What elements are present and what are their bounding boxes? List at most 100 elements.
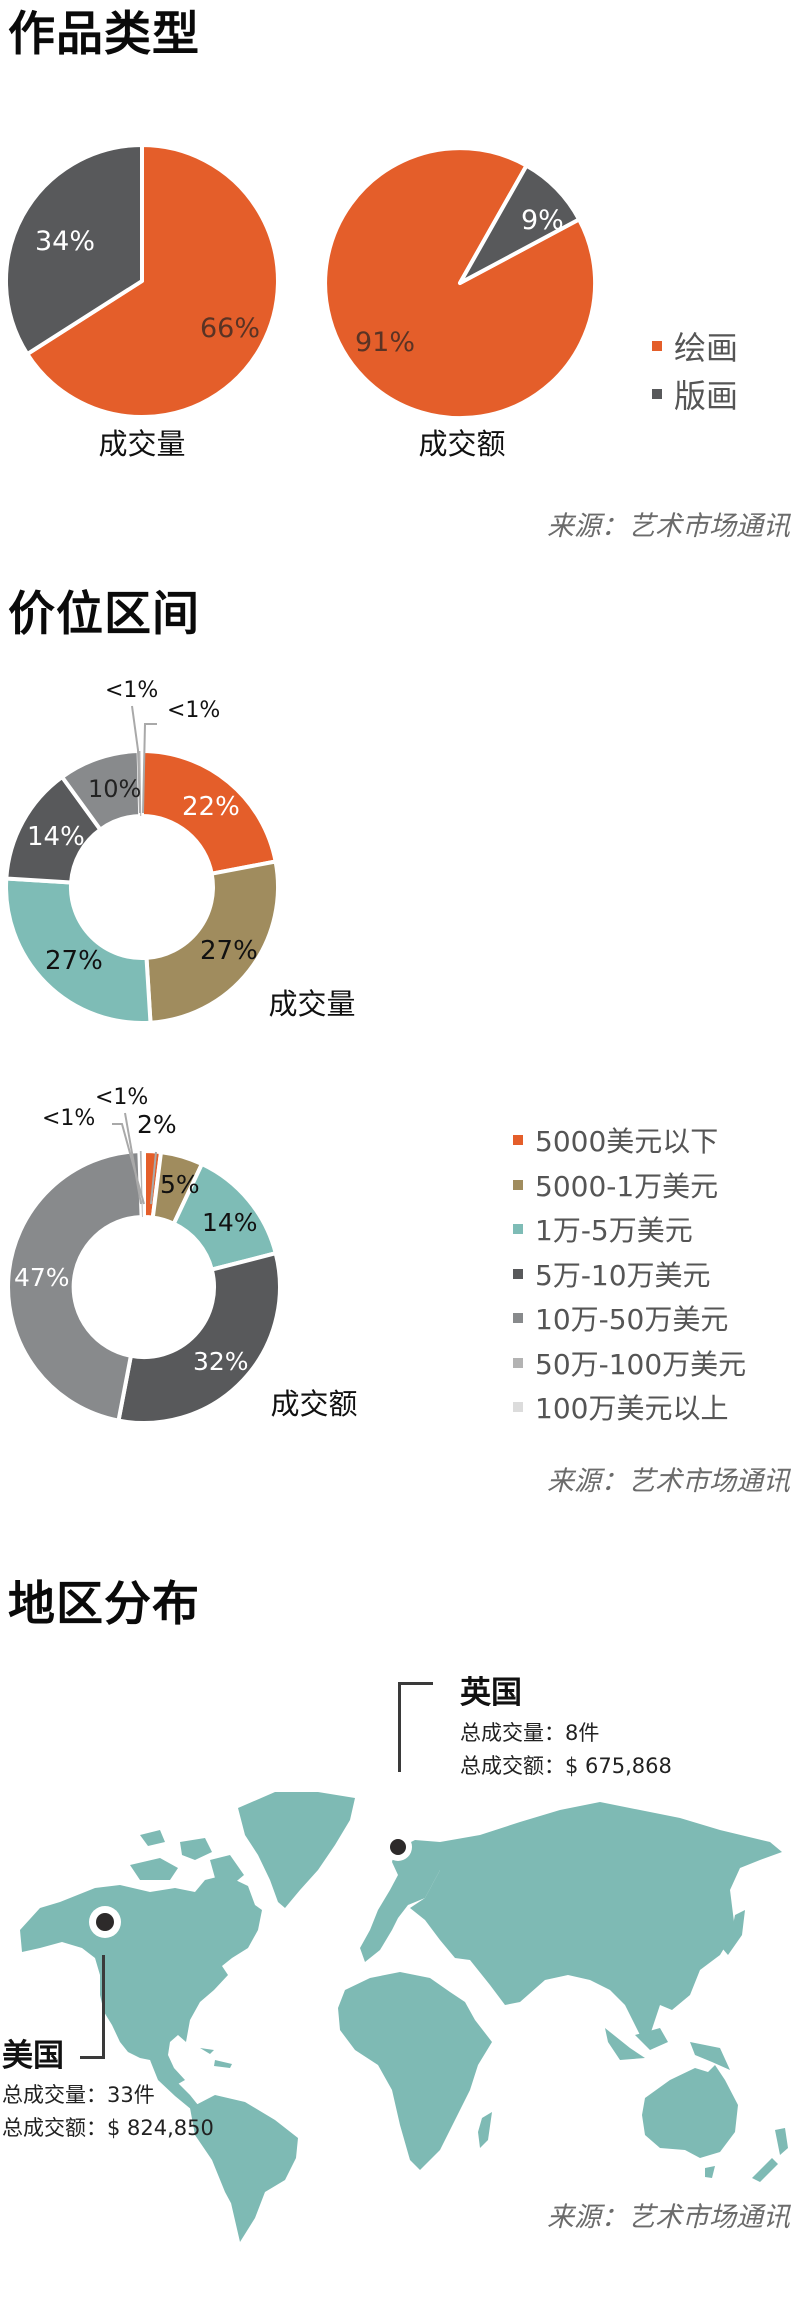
continent-south-america — [190, 2095, 298, 2242]
segment-under-5000 — [140, 749, 278, 876]
section-title-price: 价位区间 — [8, 587, 200, 642]
slice-print — [458, 163, 582, 285]
islands-southeast-asia — [605, 2028, 730, 2070]
continent-greenland — [238, 1792, 355, 1908]
uk-leader-vertical — [398, 1682, 401, 1772]
donut1-label-5000-10k: 27% — [200, 936, 258, 966]
legend-swatch — [513, 1179, 523, 1190]
donut1-label-500k-1m: <1% — [167, 698, 221, 723]
legend-swatch-print — [652, 389, 662, 399]
legend-item: 10万-50万美元 — [513, 1296, 746, 1341]
segment-50k-100k — [116, 1251, 282, 1425]
leader-line — [150, 1151, 157, 1205]
island-japan — [722, 1910, 745, 1955]
legend-label: 100万美元以上 — [535, 1392, 729, 1426]
section-title-region: 地区分布 — [8, 1577, 200, 1632]
island-madagascar — [478, 2112, 492, 2148]
legend-swatch — [513, 1402, 523, 1413]
continent-australia — [642, 2065, 738, 2158]
segment-100k-500k — [6, 1149, 144, 1423]
leader-line — [142, 723, 157, 814]
legend-item: 5000-1万美元 — [513, 1163, 746, 1208]
pie1-label-painting: 66% — [200, 313, 261, 344]
source-note: 来源：艺术市场通讯 — [547, 1466, 790, 1497]
legend-swatch — [513, 1357, 523, 1368]
island-tasmania — [705, 2166, 715, 2178]
legend-item: 50万-100万美元 — [513, 1341, 746, 1386]
leader-line — [131, 705, 141, 814]
usa-total-count: 总成交量：33件 — [2, 2082, 155, 2108]
leader-line — [124, 1112, 142, 1205]
usa-total-amount: 总成交额：$ 824,850 — [2, 2115, 214, 2141]
uk-total-amount: 总成交额：$ 675,868 — [460, 1753, 672, 1779]
continent-europe — [360, 1840, 450, 1962]
donut-chart-volume — [4, 705, 280, 1025]
legend-type: 绘画 版画 — [652, 322, 738, 418]
pie2-label-print: 9% — [521, 205, 564, 236]
legend-swatch — [513, 1135, 523, 1146]
continent-africa — [338, 1972, 492, 2170]
stat-value: $ 675,868 — [565, 1754, 672, 1778]
pie-chart-volume — [3, 143, 598, 421]
stat-value: 8件 — [565, 1721, 600, 1745]
slice-painting — [25, 143, 280, 419]
uk-total-count: 总成交量：8件 — [460, 1720, 599, 1746]
marker-usa[interactable] — [96, 1913, 114, 1931]
uk-leader-horizontal — [398, 1682, 433, 1685]
legend-item: 5万-10万美元 — [513, 1252, 746, 1297]
donut-chart-amount — [6, 1112, 282, 1425]
legend-item: 5000美元以下 — [513, 1118, 746, 1163]
stat-label: 总成交量： — [2, 2083, 107, 2107]
legend-label: 绘画 — [674, 329, 739, 367]
legend-item-painting: 绘画 — [652, 322, 738, 370]
legend-price: 5000美元以下 5000-1万美元 1万-5万美元 5万-10万美元 10万-… — [513, 1118, 746, 1430]
world-map — [20, 1792, 788, 2242]
legend-swatch — [513, 1224, 523, 1235]
stat-value: $ 824,850 — [107, 2116, 214, 2140]
legend-item: 100万美元以上 — [513, 1385, 746, 1430]
legend-item-print: 版画 — [652, 370, 738, 418]
slice-print — [3, 143, 144, 357]
legend-swatch — [513, 1313, 523, 1324]
legend-swatch-painting — [652, 341, 662, 351]
donut2-label-10k-50k: 14% — [202, 1208, 258, 1237]
pie2-label-painting: 91% — [355, 327, 416, 358]
donut1-label-100k-500k: 10% — [88, 775, 142, 803]
stat-value: 33件 — [107, 2083, 155, 2107]
donut2-label-50k-100k: 32% — [193, 1347, 249, 1376]
continent-asia — [410, 1802, 782, 2035]
legend-label: 1万-5万美元 — [535, 1214, 693, 1248]
legend-label: 5000美元以下 — [535, 1125, 719, 1159]
donut1-label-10k-50k: 27% — [45, 946, 103, 976]
donut1-label-over-1m: <1% — [105, 678, 159, 703]
legend-label: 5万-10万美元 — [535, 1258, 711, 1292]
donut1-label-50k-100k: 14% — [27, 822, 85, 852]
source-note: 来源：艺术市场通讯 — [547, 511, 790, 542]
donut2-label-500k-1m: <1% — [95, 1085, 149, 1110]
island-new-zealand — [752, 2128, 788, 2182]
country-name-usa: 美国 — [2, 2038, 64, 2074]
marker-uk[interactable] — [390, 1839, 406, 1855]
legend-swatch — [513, 1268, 523, 1279]
donut2-label-over-1m: <1% — [42, 1106, 96, 1131]
usa-leader-vertical — [102, 1955, 105, 2059]
legend-label: 10万-50万美元 — [535, 1303, 729, 1337]
donut2-label-100k-500k: 47% — [14, 1263, 70, 1292]
source-note: 来源：艺术市场通讯 — [547, 2202, 790, 2233]
donut2-caption: 成交额 — [270, 1387, 358, 1421]
continent-north-america — [20, 1875, 262, 2084]
legend-item: 1万-5万美元 — [513, 1207, 746, 1252]
usa-leader-horizontal — [80, 2056, 105, 2059]
section-title-type: 作品类型 — [8, 7, 200, 62]
stat-label: 总成交量： — [460, 1721, 565, 1745]
country-name-uk: 英国 — [460, 1675, 522, 1711]
arctic-islands — [130, 1830, 244, 1885]
donut1-caption: 成交量 — [268, 987, 356, 1021]
pie1-caption: 成交量 — [98, 427, 186, 461]
continent-central-america — [150, 2048, 232, 2110]
pie2-caption: 成交额 — [418, 427, 506, 461]
legend-label: 50万-100万美元 — [535, 1347, 747, 1381]
legend-label: 5000-1万美元 — [535, 1169, 719, 1203]
stat-label: 总成交额： — [460, 1754, 565, 1778]
donut2-label-5000-10k: 5% — [160, 1170, 200, 1199]
